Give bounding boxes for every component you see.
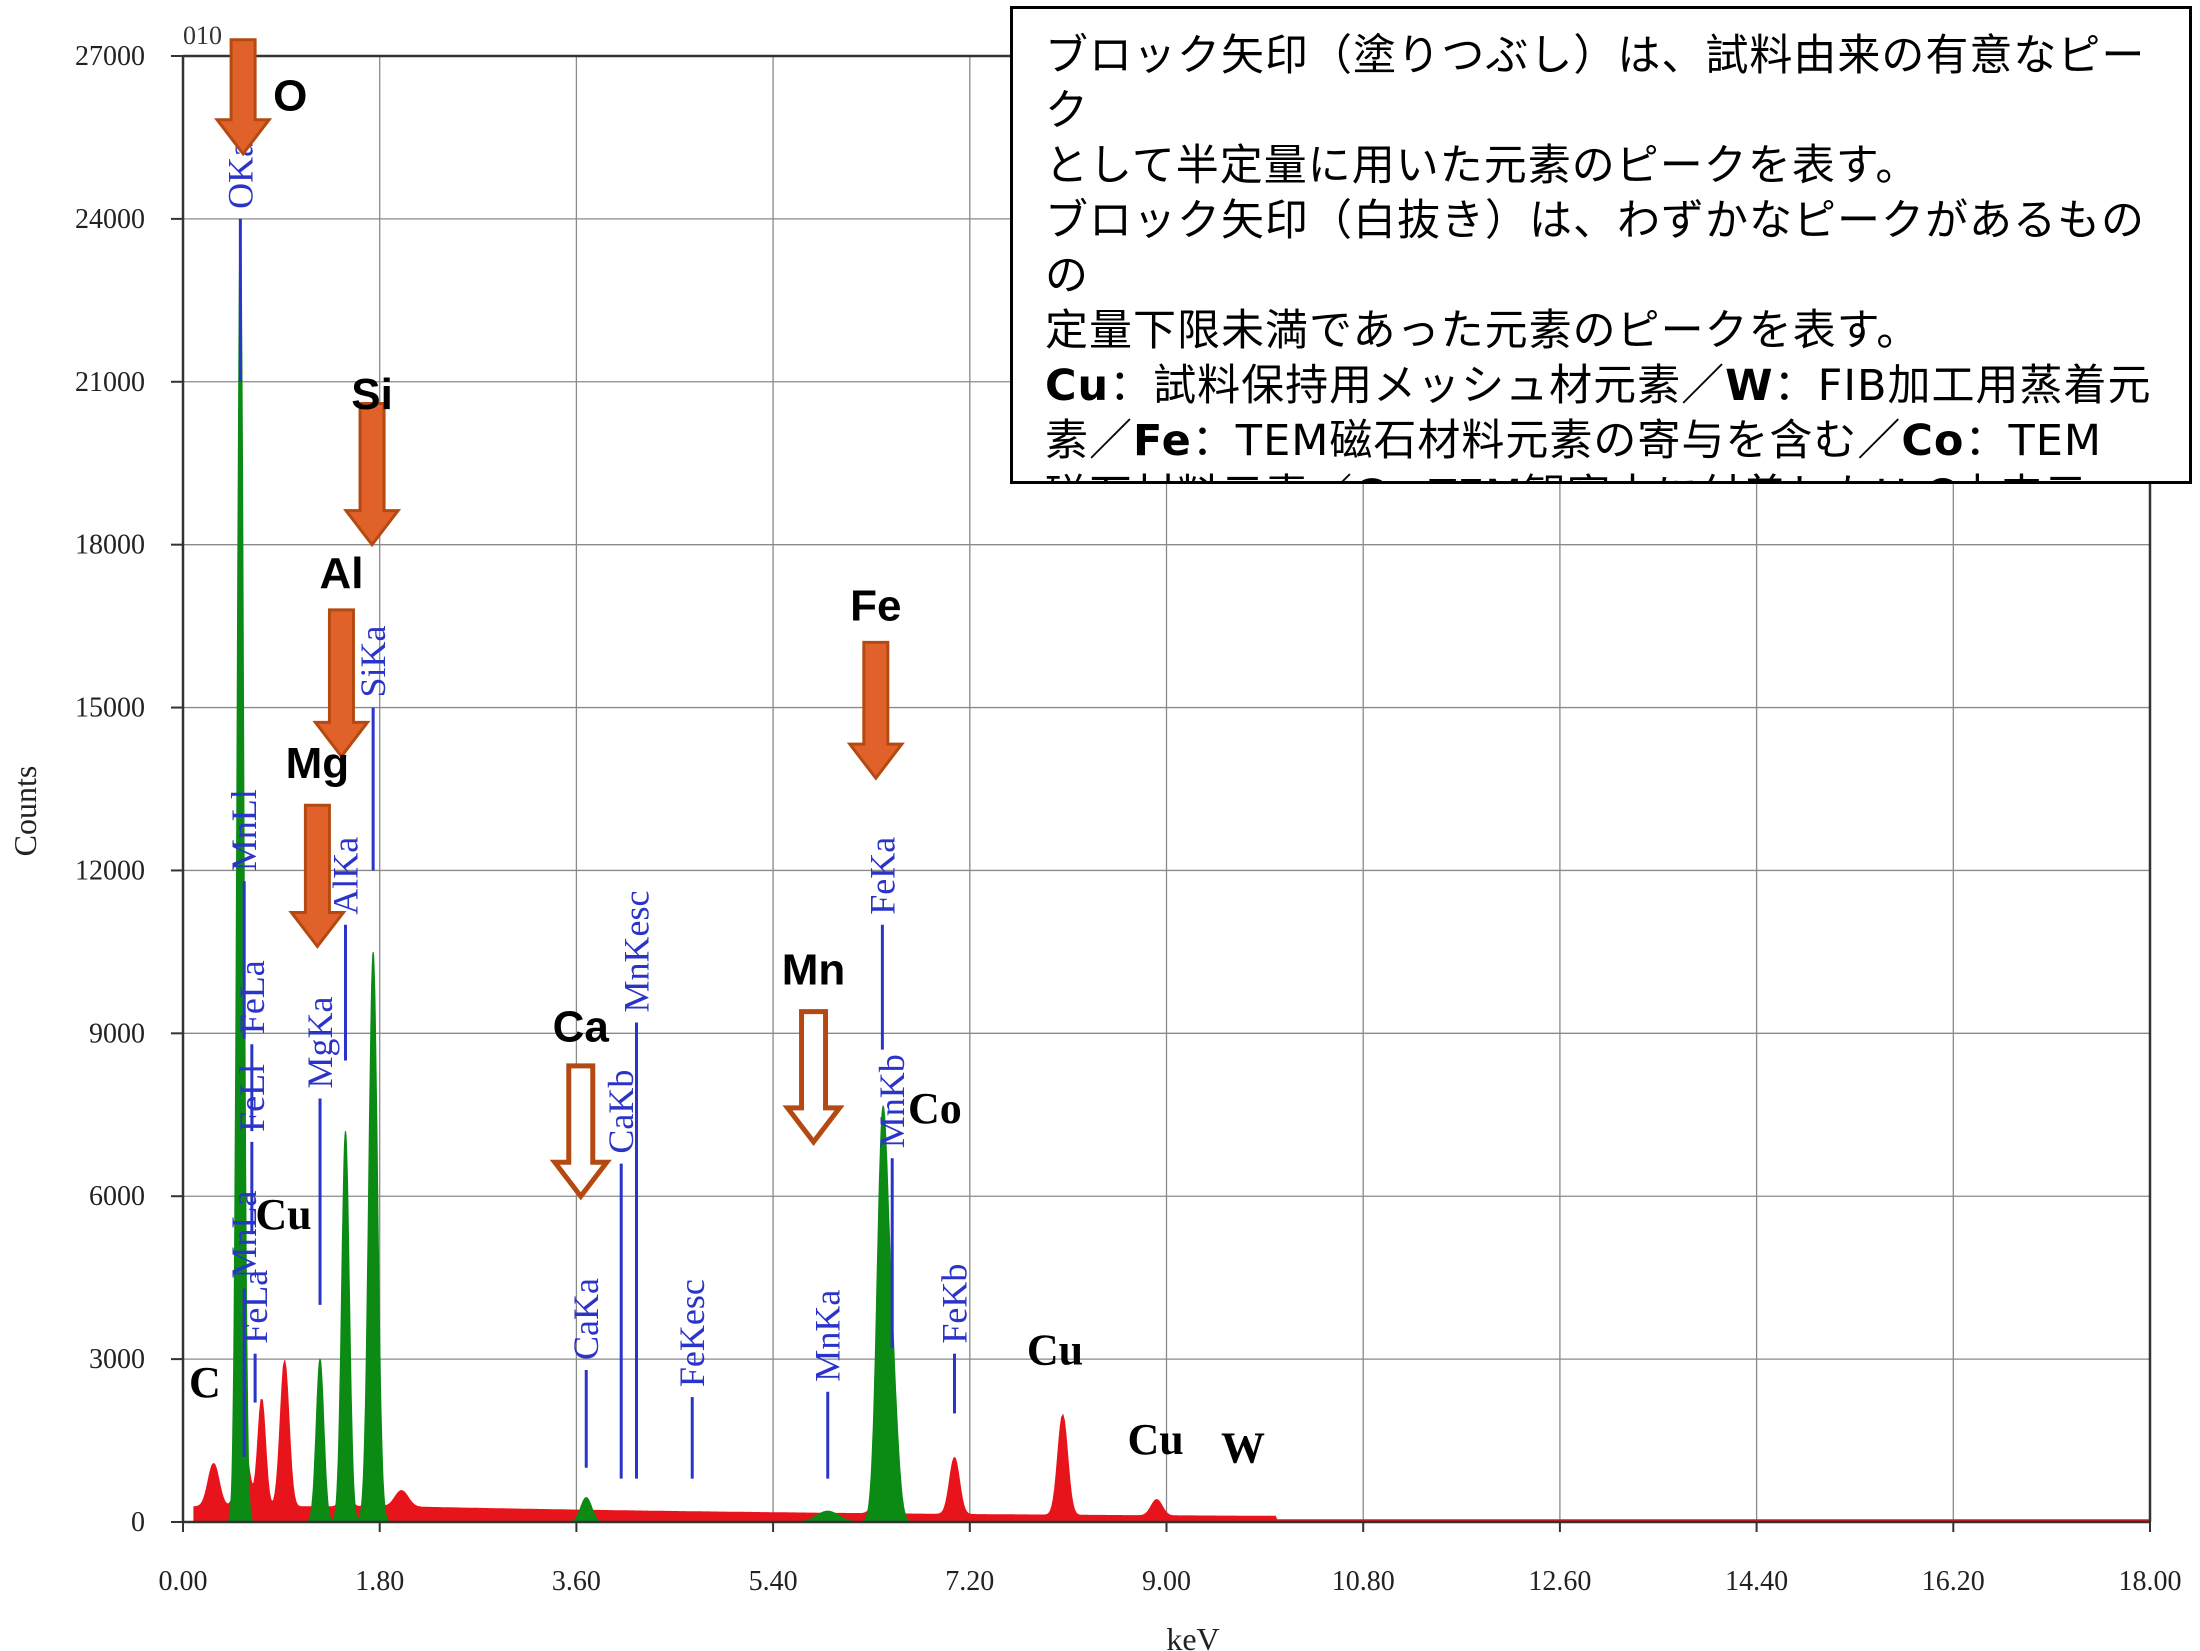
note-cu-text: ：試料保持用メッシュ材元素／	[1109, 361, 1726, 411]
x-tick-label: 10.80	[1332, 1566, 1395, 1597]
element-label-cu: Cu	[1127, 1415, 1183, 1464]
y-tick-label: 21000	[75, 367, 145, 398]
note-line-6: 素／Fe：TEM磁石材料元素の寄与を含む／Co：TEM	[1045, 414, 2165, 469]
note-line-7: 磁石材料元素／C：TEM観察中に付着したH-C由来元	[1045, 469, 2165, 481]
x-axis-label: keV	[1166, 1621, 1219, 1651]
y-tick-label: 18000	[75, 530, 145, 561]
filled-block-arrow	[312, 608, 371, 759]
line-marker-label: MnKa	[808, 1290, 848, 1382]
y-tick-label: 9000	[89, 1018, 145, 1049]
note-w-label: W	[1725, 361, 1774, 411]
x-tick-label: 1.80	[355, 1566, 404, 1597]
filled-block-arrow	[846, 640, 905, 781]
background-spectrum	[193, 1360, 2151, 1523]
note-line-1: ブロック矢印（塗りつぶし）は、試料由来の有意なピーク	[1045, 31, 2146, 136]
y-tick-label: 15000	[75, 693, 145, 724]
x-axis-ticks: 0.00 1.80 3.60 5.40 7.20 9.00 10.80 12.60 14.40 1…	[159, 1522, 2182, 1597]
element-label-c: C	[189, 1358, 221, 1407]
x-tick-label: 14.40	[1725, 1566, 1788, 1597]
x-tick-label: 12.60	[1528, 1566, 1591, 1597]
y-axis-label: Counts	[7, 766, 43, 857]
element-label-si: Si	[351, 370, 393, 419]
element-label-cu: Cu	[1027, 1326, 1083, 1375]
note-line-5: Cu：試料保持用メッシュ材元素／W：FIB加工用蒸着元	[1045, 359, 2165, 414]
line-marker-label: MgKa	[300, 996, 340, 1088]
note-w-text: ：FIB加工用蒸着元	[1773, 361, 2152, 411]
element-annotations: O Si Al Mg Fe Ca Mn Co Cu C Cu Cu W	[189, 38, 1265, 1472]
y-tick-label: 24000	[75, 204, 145, 235]
line-marker-label: FeLa	[232, 960, 272, 1034]
hollow-block-arrow	[782, 1009, 845, 1147]
element-label-mn: Mn	[782, 945, 846, 994]
line-marker-label: CaKa	[566, 1278, 606, 1360]
y-tick-label: 3000	[89, 1344, 145, 1375]
x-tick-label: 5.40	[749, 1566, 798, 1597]
note-co-text: ：TEM	[1964, 416, 2102, 466]
line-marker-label: FeKesc	[672, 1279, 712, 1387]
x-tick-label: 0.00	[159, 1566, 208, 1597]
note-line-2: として半定量に用いた元素のピークを表す。	[1045, 141, 1920, 191]
note-c-label: C	[1353, 471, 1386, 481]
element-label-co: Co	[908, 1084, 962, 1133]
element-label-w: W	[1221, 1423, 1265, 1472]
filled-block-arrow	[214, 38, 273, 157]
x-tick-label: 18.00	[2119, 1566, 2182, 1597]
element-label-cu: Cu	[255, 1190, 311, 1239]
y-tick-label: 12000	[75, 855, 145, 886]
y-tick-label: 27000	[75, 41, 145, 72]
element-label-ca: Ca	[553, 1002, 610, 1051]
x-tick-label: 9.00	[1142, 1566, 1191, 1597]
note-cu-label: Cu	[1045, 361, 1110, 411]
x-tick-label: 7.20	[945, 1566, 994, 1597]
filled-block-arrow	[343, 401, 402, 548]
x-tick-label: 16.20	[1922, 1566, 1985, 1597]
element-spectrum	[215, 218, 948, 1523]
line-marker-label: FeKb	[935, 1264, 975, 1344]
y-tick-label: 0	[131, 1507, 145, 1538]
y-axis-ticks: 0 3000 6000 9000 12000 15000 18000 21000 24000 27…	[75, 41, 183, 1538]
element-label-al: Al	[319, 549, 363, 598]
line-marker-label: FeKa	[862, 837, 902, 915]
note-line-4: 定量下限未満であった元素のピークを表す。	[1045, 306, 1921, 356]
line-marker-label: MnKb	[872, 1054, 912, 1148]
spectrum-series	[193, 218, 2151, 1523]
x-tick-label: 3.60	[552, 1566, 601, 1597]
note-line-3: ブロック矢印（白抜き）は、わずかなピークがあるものの	[1045, 196, 2145, 301]
note-fe-text: ：TEM磁石材料元素の寄与を含む／	[1191, 416, 1902, 466]
element-label-fe: Fe	[850, 582, 901, 631]
filled-block-arrow	[288, 803, 347, 949]
line-marker-label: SiKa	[353, 626, 393, 698]
line-marker-label: CaKb	[601, 1070, 641, 1154]
element-label-o: O	[273, 71, 307, 120]
line-marker-label: MnLl	[224, 789, 264, 871]
legend-note-box: ブロック矢印（塗りつぶし）は、試料由来の有意なピーク として半定量に用いた元素の…	[1010, 6, 2192, 484]
hollow-block-arrow	[549, 1063, 612, 1201]
note-fe-label: Fe	[1133, 416, 1192, 466]
element-label-mg: Mg	[286, 739, 350, 788]
line-marker-label: FeLa	[235, 1270, 275, 1344]
note-co-label: Co	[1901, 416, 1965, 466]
line-marker-label: MnKesc	[617, 890, 657, 1012]
note-line-6a: 素／	[1045, 416, 1133, 466]
note-line-7a: 磁石材料元素／	[1045, 471, 1353, 481]
note-c-text: ：TEM観察中に付着したH-C由来元	[1386, 471, 2088, 481]
corner-label: 010	[183, 21, 222, 50]
line-marker-label: MnLa	[224, 1191, 264, 1279]
line-marker-label: AlKa	[325, 837, 365, 915]
y-tick-label: 6000	[89, 1181, 145, 1212]
